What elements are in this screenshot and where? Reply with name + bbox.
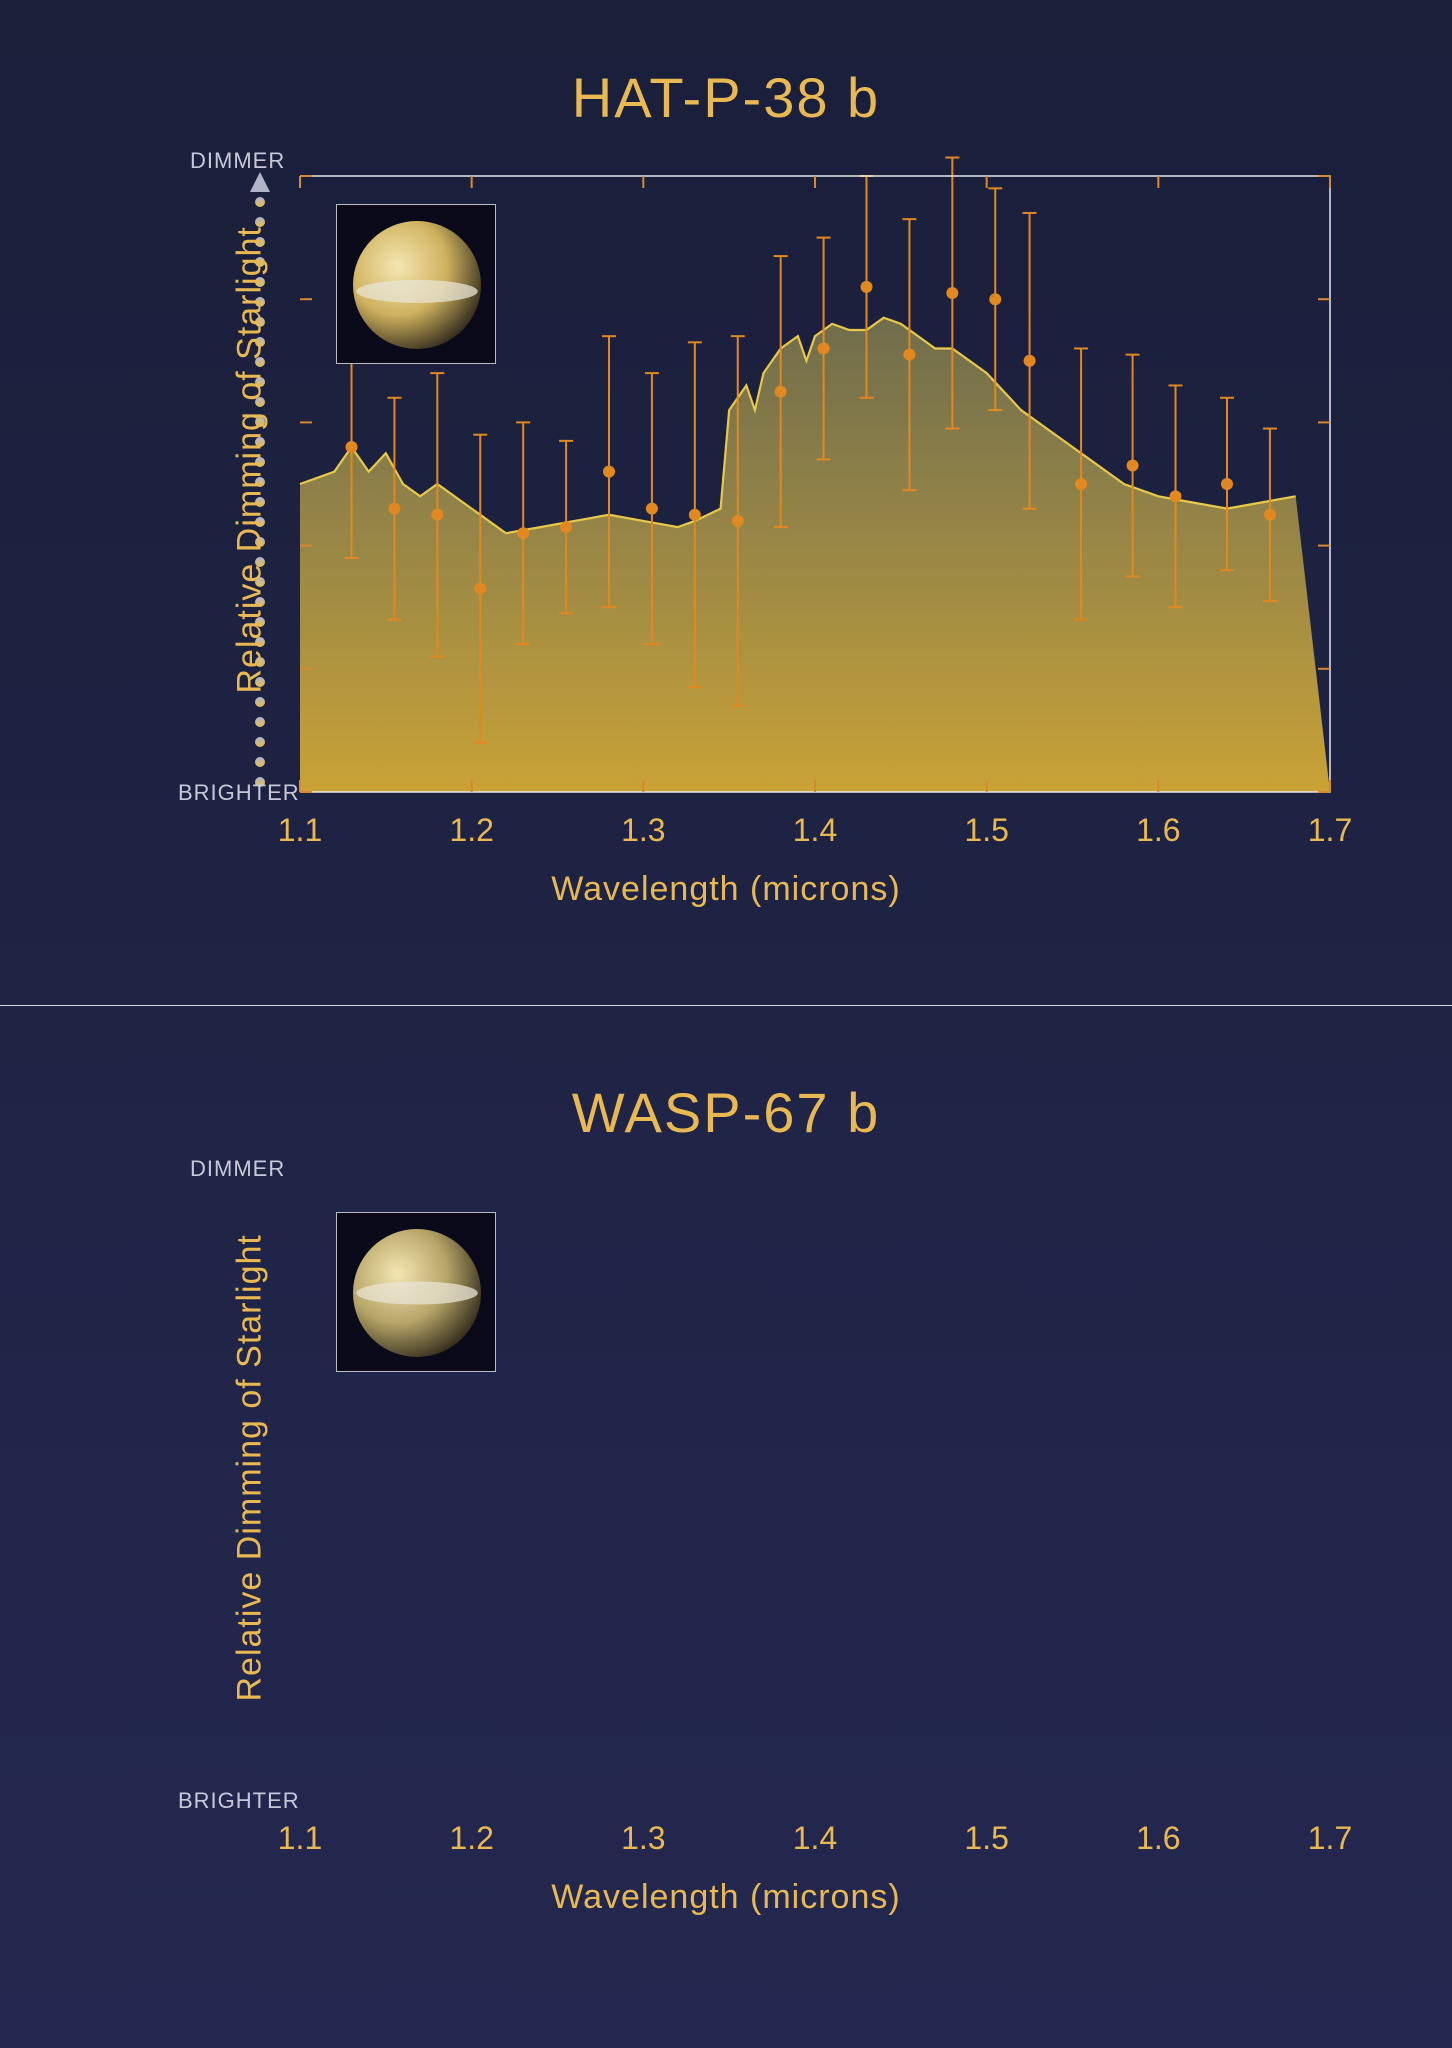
x-tick-label: 1.3 [621,1820,665,1857]
chart-svg [0,0,1452,1000]
planet-inset [336,1212,496,1372]
chart-title: WASP-67 b [0,1080,1452,1145]
x-tick-label: 1.4 [793,1820,837,1857]
x-tick-label: 1.2 [449,1820,493,1857]
x-tick-label: 1.5 [964,1820,1008,1857]
x-tick-label: 1.1 [278,1820,322,1857]
x-axis-label: Wavelength (microns) [0,1878,1452,1917]
y-end-bottom: BRIGHTER [178,1788,300,1814]
y-end-top: DIMMER [190,1156,285,1182]
panel-divider [0,1005,1452,1006]
x-tick-label: 1.7 [1308,1820,1352,1857]
x-tick-label: 1.6 [1136,1820,1180,1857]
y-axis-label: Relative Dimming of Starlight [231,1282,270,1702]
